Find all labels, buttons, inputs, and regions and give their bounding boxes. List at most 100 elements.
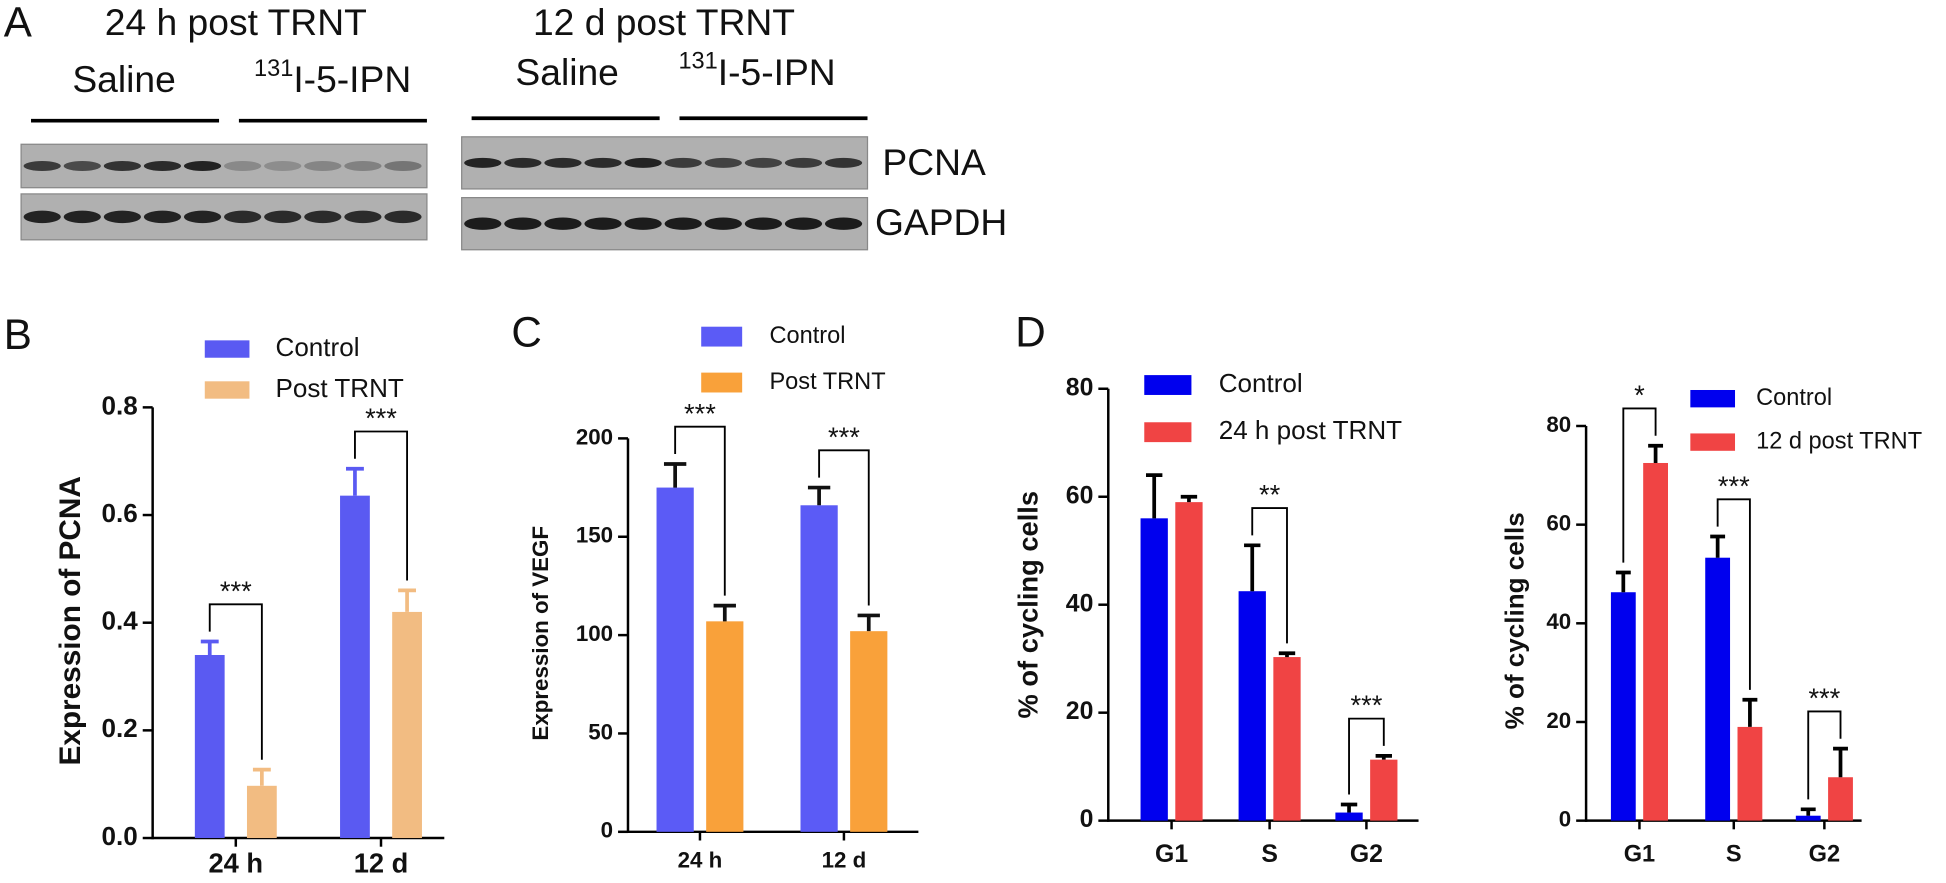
bar — [1705, 557, 1731, 821]
bar — [246, 785, 277, 839]
y-tick-label: 40 — [1546, 609, 1571, 634]
legend-label: Post TRNT — [769, 368, 885, 394]
error-bar — [398, 588, 417, 612]
y-tick-label: 100 — [576, 621, 613, 646]
blot-band — [143, 161, 182, 171]
blot-band — [264, 210, 302, 224]
blot-band — [23, 210, 61, 224]
y-axis-title: % of cycling cells — [1012, 491, 1043, 719]
group-label: 131I-5-IPN — [678, 48, 835, 93]
blot-band — [824, 217, 863, 230]
y-tick-label: 0 — [1080, 806, 1094, 833]
bar — [1238, 591, 1266, 821]
x-tick-label: G1 — [1624, 841, 1655, 867]
legend-label: Control — [276, 332, 360, 362]
bar — [1643, 462, 1668, 821]
significance-bracket — [1348, 717, 1385, 795]
legend-swatch — [1690, 433, 1736, 451]
error-bar — [1648, 443, 1664, 463]
bar — [1335, 812, 1363, 821]
bar — [1140, 518, 1168, 821]
superscript: 131 — [678, 48, 717, 74]
x-tick-label: 24 h — [678, 848, 723, 873]
error-bar — [1278, 651, 1296, 658]
blot-band — [63, 210, 101, 224]
blot-band — [464, 217, 502, 230]
group-label: Saline — [72, 58, 175, 100]
significance-label: *** — [1350, 690, 1382, 721]
x-tick-label: G2 — [1350, 841, 1383, 868]
y-tick-label: 200 — [576, 424, 613, 449]
blot-title: 12 d post TRNT — [533, 1, 795, 43]
panel-label: A — [4, 0, 33, 45]
error-bar — [1710, 534, 1726, 558]
bar — [656, 487, 694, 832]
significance-label: *** — [1808, 682, 1840, 713]
row-label: GAPDH — [875, 201, 1007, 243]
error-bar — [252, 767, 271, 786]
blot-band — [504, 157, 542, 168]
blot-band — [344, 161, 382, 171]
x-tick-label: S — [1726, 841, 1742, 867]
error-bar — [713, 603, 736, 622]
blot-band — [704, 157, 742, 168]
bar — [1273, 657, 1301, 821]
blot-band — [63, 161, 101, 171]
y-axis-title: Expression of VEGF — [528, 526, 553, 741]
blot-band — [344, 210, 382, 224]
legend-swatch — [701, 326, 743, 347]
superscript: 131 — [254, 55, 293, 81]
bar — [850, 631, 888, 832]
group-label: Saline — [515, 51, 618, 93]
error-bar — [1146, 473, 1163, 519]
blot-band — [584, 217, 622, 230]
significance-label: *** — [1718, 470, 1750, 501]
y-tick-label: 0.2 — [102, 713, 138, 743]
y-tick-label: 50 — [588, 719, 613, 744]
blot-band — [183, 210, 222, 224]
y-tick-label: 80 — [1546, 412, 1571, 437]
y-tick-label: 20 — [1546, 708, 1571, 733]
x-tick-label: 24 h — [208, 848, 263, 879]
x-tick-label: 12 d — [354, 848, 409, 879]
panel-label: B — [4, 311, 32, 358]
bar — [1828, 777, 1853, 821]
legend-label: Control — [1756, 384, 1832, 410]
significance-bracket — [1716, 498, 1751, 690]
bar — [1610, 592, 1636, 821]
blot-band — [504, 217, 542, 230]
row-label: PCNA — [882, 141, 986, 183]
panel-label: C — [511, 309, 541, 356]
significance-bracket — [1622, 407, 1657, 563]
x-tick-label: 12 d — [822, 848, 867, 873]
group-text: Saline — [515, 51, 618, 93]
blot-band — [23, 161, 61, 171]
significance-bracket — [354, 430, 409, 581]
bar — [194, 654, 225, 839]
legend-swatch — [701, 372, 743, 393]
blot-band — [183, 161, 222, 171]
significance-label: *** — [684, 398, 716, 429]
group-text: I-5-IPN — [718, 51, 836, 93]
y-tick-label: 80 — [1066, 374, 1094, 401]
blot-band — [744, 217, 782, 230]
error-bar — [200, 639, 219, 655]
legend-label: 12 d post TRNT — [1756, 427, 1922, 453]
blot-band — [304, 161, 342, 171]
legend-swatch — [1144, 422, 1192, 443]
bar — [800, 505, 838, 832]
blot-band — [664, 157, 702, 168]
legend-swatch — [204, 381, 250, 399]
significance-bracket — [208, 603, 263, 760]
panel-label: D — [1015, 309, 1045, 356]
blot-band — [784, 157, 823, 168]
y-tick-label: 0 — [1559, 807, 1571, 832]
blot-band — [103, 210, 141, 224]
y-tick-label: 0.0 — [102, 821, 138, 851]
y-axis-title: Expression of PCNA — [54, 476, 87, 765]
significance-label: *** — [365, 403, 397, 434]
error-bar — [1244, 543, 1261, 592]
y-axis-title: % of cycling cells — [1499, 512, 1529, 729]
blot-band — [624, 217, 662, 230]
